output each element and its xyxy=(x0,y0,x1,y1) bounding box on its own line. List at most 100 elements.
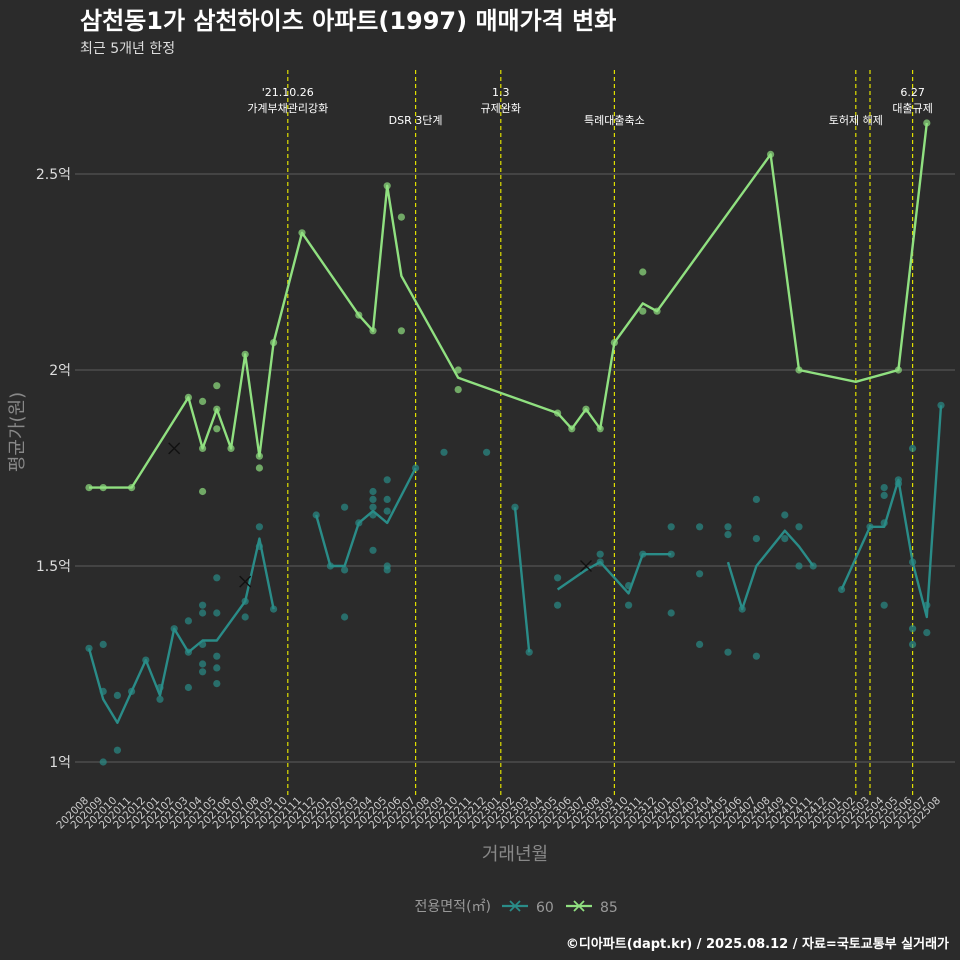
data-point xyxy=(113,691,121,700)
data-point xyxy=(483,448,491,456)
legend-swatch-x xyxy=(509,900,521,912)
event-label: 규제완화 xyxy=(481,102,521,115)
data-point xyxy=(724,531,732,539)
data-point xyxy=(199,601,207,609)
x-marker xyxy=(168,442,181,455)
event-label: 6.27 xyxy=(900,86,925,99)
data-point xyxy=(454,386,462,394)
legend-label: 60 xyxy=(536,900,554,916)
data-point xyxy=(241,350,249,358)
data-point xyxy=(369,495,377,503)
data-point xyxy=(213,405,221,413)
data-point xyxy=(696,640,704,649)
x-marker-stroke xyxy=(239,575,252,588)
data-point xyxy=(85,484,93,492)
data-point xyxy=(639,307,647,315)
data-point xyxy=(213,664,221,672)
data-point xyxy=(156,683,164,692)
data-point xyxy=(724,648,732,656)
data-point xyxy=(199,487,207,496)
data-point xyxy=(341,566,349,574)
data-point xyxy=(909,640,917,649)
data-point xyxy=(554,574,562,582)
data-point xyxy=(213,652,221,660)
series-line xyxy=(89,122,928,489)
data-point xyxy=(667,609,675,617)
data-point xyxy=(880,484,888,492)
series-60 xyxy=(85,401,945,766)
data-point xyxy=(696,570,704,578)
data-point xyxy=(199,609,207,617)
data-point xyxy=(667,523,675,531)
data-point xyxy=(255,464,263,472)
data-point xyxy=(184,393,192,401)
data-point xyxy=(241,613,249,621)
data-point xyxy=(383,495,391,503)
data-point xyxy=(99,687,107,696)
series-line xyxy=(513,507,531,653)
data-point xyxy=(85,644,93,652)
data-point xyxy=(795,366,803,374)
event-label: 특례대출축소 xyxy=(584,114,645,127)
series-line xyxy=(840,405,943,619)
data-point xyxy=(894,366,903,374)
data-point xyxy=(99,484,107,492)
data-point xyxy=(809,562,817,570)
data-point xyxy=(412,464,420,472)
data-point xyxy=(341,613,349,621)
data-point xyxy=(341,503,349,511)
data-point xyxy=(326,562,334,570)
data-point xyxy=(781,535,789,543)
data-point xyxy=(639,268,647,276)
data-point xyxy=(582,405,590,413)
x-tick-labels: 2020082020092020102020112020122021012021… xyxy=(54,794,943,831)
legend-title: 전용면적(㎡) xyxy=(415,899,491,915)
data-point xyxy=(923,601,931,609)
chart-subtitle: 최근 5개년 한정 xyxy=(80,41,175,57)
data-point xyxy=(909,558,917,566)
data-point xyxy=(894,480,903,488)
data-point xyxy=(184,648,192,656)
data-point xyxy=(923,629,931,637)
data-point xyxy=(355,311,363,319)
data-point xyxy=(199,444,207,452)
data-point xyxy=(909,625,917,633)
data-point xyxy=(554,601,562,609)
data-point xyxy=(525,648,533,656)
data-point xyxy=(128,687,136,696)
data-point xyxy=(369,546,377,554)
data-point xyxy=(880,491,888,499)
data-point xyxy=(383,182,391,190)
event-label: '21.10.26 xyxy=(262,86,314,99)
data-point xyxy=(738,605,746,613)
data-point xyxy=(255,542,263,551)
data-point xyxy=(199,640,207,649)
data-point xyxy=(383,507,391,515)
data-point xyxy=(241,597,249,605)
legend-item-85: 85 xyxy=(566,900,618,916)
data-point xyxy=(355,519,363,527)
data-point xyxy=(369,503,377,511)
data-point xyxy=(625,601,633,609)
data-point xyxy=(752,535,761,543)
data-point xyxy=(568,425,576,433)
data-point xyxy=(639,550,647,558)
legend: 전용면적(㎡) 60 85 xyxy=(415,899,618,916)
y-tick-label: 2.5억 xyxy=(36,167,71,183)
event-label: 대출규제 xyxy=(892,102,932,115)
data-point xyxy=(270,339,278,347)
data-point xyxy=(880,601,888,609)
legend-item-60: 60 xyxy=(502,900,554,916)
data-point xyxy=(142,656,150,664)
data-point xyxy=(99,640,107,649)
data-point xyxy=(184,683,192,692)
data-point xyxy=(213,425,221,433)
data-point xyxy=(213,680,221,688)
data-point xyxy=(255,523,263,531)
data-point xyxy=(227,444,235,452)
data-point xyxy=(128,484,136,492)
data-point xyxy=(724,523,732,531)
data-point xyxy=(454,366,462,374)
data-point xyxy=(752,652,761,660)
data-point xyxy=(625,582,633,590)
